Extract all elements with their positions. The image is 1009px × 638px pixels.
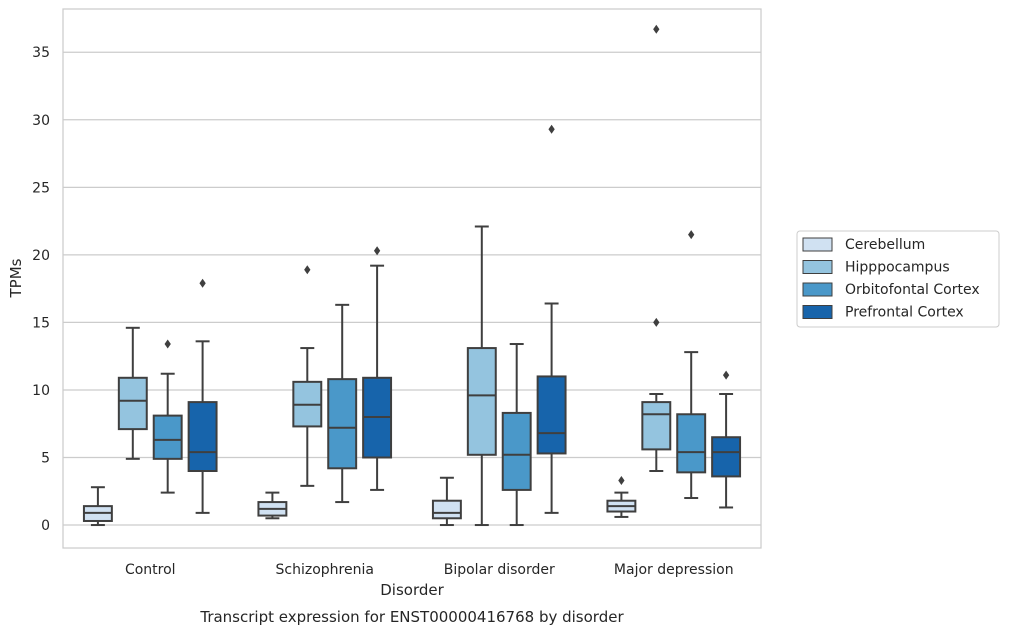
y-tick-labels: 0 5 10 15 20 25 30 35 [32, 45, 50, 534]
y-tick-label: 35 [32, 45, 50, 61]
legend-label: Cerebellum [845, 237, 925, 253]
box-iqr [327, 378, 358, 470]
box-plot [327, 303, 358, 504]
legend-swatch [802, 305, 833, 319]
y-tick-label: 30 [32, 113, 50, 129]
chart-caption: Transcript expression for ENST0000041676… [199, 608, 624, 626]
box-plot [466, 225, 497, 527]
legend-swatch [802, 282, 833, 297]
legend-frame [796, 230, 1000, 328]
outlier-point [618, 475, 625, 485]
legend-swatch [802, 260, 833, 274]
x-tick-labels: Control Schizophrenia Bipolar disorder Majo… [125, 562, 734, 578]
box-plot [152, 339, 183, 494]
plot-frame [62, 8, 762, 549]
legend-label: Prefrontal Cortex [845, 305, 964, 321]
box-iqr [152, 414, 183, 460]
box-plot [501, 343, 532, 527]
y-tick-label: 15 [32, 315, 50, 331]
outlier-point [548, 124, 555, 134]
box-iqr [676, 413, 707, 474]
outlier-point [373, 246, 381, 256]
y-axis-label: TPMs [7, 258, 25, 298]
box-iqr [641, 401, 672, 451]
legend: Cerebellum Hipppocampus Orbitofontal Corte… [796, 230, 1000, 328]
x-tick-label: Schizophrenia [276, 562, 374, 578]
legend-label: Hipppocampus [845, 260, 950, 276]
box-iqr [117, 376, 148, 431]
y-tick-label: 0 [41, 518, 50, 534]
y-tick-label: 5 [41, 450, 50, 466]
box-iqr [187, 401, 218, 472]
box-plot [292, 265, 323, 487]
box-plot [117, 326, 148, 460]
outlier-point [722, 370, 730, 380]
legend-label: Orbitofontal Cortex [845, 282, 980, 298]
box-iqr [431, 499, 462, 520]
box-plot [257, 491, 288, 520]
box-plot [536, 124, 567, 514]
y-tick-label: 20 [32, 248, 50, 264]
outlier-point [304, 265, 311, 275]
y-tick-label: 25 [32, 180, 50, 196]
outlier-point [199, 278, 206, 288]
y-tick-label: 10 [32, 383, 50, 399]
box-plot [676, 230, 707, 500]
box-plot [362, 246, 393, 491]
box-plot [711, 370, 742, 509]
box-iqr [466, 347, 497, 456]
x-tick-label: Major depression [614, 562, 734, 578]
box-plots [82, 24, 742, 527]
legend-items: Cerebellum Hipppocampus Orbitofontal Corte… [802, 237, 980, 321]
box-plot [641, 24, 672, 472]
box-plot [431, 476, 462, 527]
box-iqr [501, 411, 532, 491]
legend-swatch [802, 237, 833, 252]
outlier-point [688, 230, 695, 240]
box-iqr [536, 375, 567, 455]
x-axis-label: Disorder [380, 581, 444, 599]
outlier-point [164, 339, 171, 349]
outlier-point [653, 317, 660, 327]
x-tick-label: Bipolar disorder [444, 562, 555, 578]
box-plot [82, 486, 113, 527]
outlier-point [653, 24, 660, 34]
box-iqr [711, 436, 742, 478]
x-tick-label: Control [125, 562, 176, 578]
box-plot [187, 278, 218, 514]
box-plot [606, 475, 637, 518]
